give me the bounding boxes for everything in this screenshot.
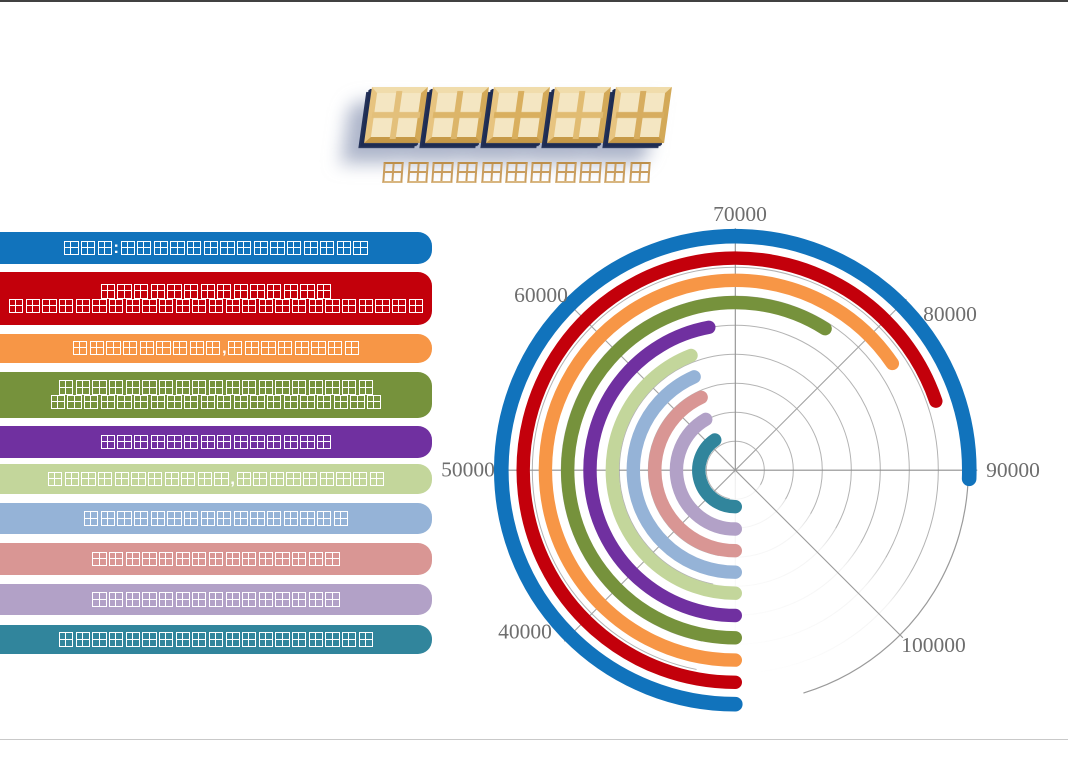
svg-text:60000: 60000	[514, 283, 568, 307]
svg-text:90000: 90000	[986, 458, 1040, 482]
svg-text:70000: 70000	[713, 202, 767, 226]
svg-text:80000: 80000	[923, 302, 977, 326]
svg-text:40000: 40000	[498, 620, 552, 644]
svg-text:100000: 100000	[901, 633, 966, 657]
svg-text:50000: 50000	[441, 458, 495, 482]
